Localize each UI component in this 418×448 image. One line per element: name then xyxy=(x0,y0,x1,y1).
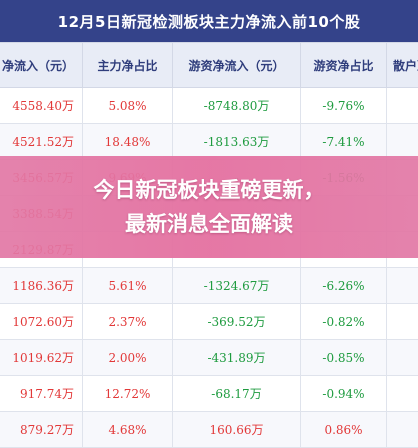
cell-retail xyxy=(387,88,418,124)
cell-hot-money-ratio: -6.26% xyxy=(301,268,387,304)
cell-hot-money-ratio: 0.86% xyxy=(301,412,387,448)
column-header-net-inflow: 净流入（元） xyxy=(0,43,83,88)
cell-retail xyxy=(387,376,418,412)
cell-retail xyxy=(387,340,418,376)
cell-main-ratio: 18.48% xyxy=(83,124,173,160)
cell-hot-money-inflow: -8748.80万 xyxy=(173,88,301,124)
cell-hot-money-inflow: -369.52万 xyxy=(173,304,301,340)
cell-hot-money-inflow: -431.89万 xyxy=(173,340,301,376)
cell-hot-money-ratio: -0.82% xyxy=(301,304,387,340)
headline-banner[interactable]: 今日新冠板块重磅更新， 最新消息全面解读 xyxy=(0,156,418,258)
cell-hot-money-ratio: -0.94% xyxy=(301,376,387,412)
column-header-retail: 散户净 xyxy=(387,43,418,88)
page-title: 12月5日新冠检测板块主力净流入前10个股 xyxy=(0,0,418,42)
cell-hot-money-ratio: -0.85% xyxy=(301,340,387,376)
cell-retail xyxy=(387,412,418,448)
cell-hot-money-ratio: -9.76% xyxy=(301,88,387,124)
cell-retail xyxy=(387,268,418,304)
cell-net-inflow: 4558.40万 xyxy=(0,88,83,124)
cell-main-ratio: 4.68% xyxy=(83,412,173,448)
cell-hot-money-inflow: 160.66万 xyxy=(173,412,301,448)
headline-line-2: 最新消息全面解读 xyxy=(125,207,293,241)
cell-main-ratio: 2.37% xyxy=(83,304,173,340)
cell-hot-money-inflow: -68.17万 xyxy=(173,376,301,412)
cell-main-ratio: 5.61% xyxy=(83,268,173,304)
cell-main-ratio: 5.08% xyxy=(83,88,173,124)
column-header-hot-money-ratio: 游资净占比 xyxy=(301,43,387,88)
column-header-main-ratio: 主力净占比 xyxy=(83,43,173,88)
cell-main-ratio: 12.72% xyxy=(83,376,173,412)
cell-hot-money-ratio: -7.41% xyxy=(301,124,387,160)
table-header-row: 净流入（元） 主力净占比 游资净流入（元） 游资净占比 散户净 xyxy=(0,43,418,88)
cell-retail xyxy=(387,124,418,160)
cell-hot-money-inflow: -1813.63万 xyxy=(173,124,301,160)
cell-retail xyxy=(387,304,418,340)
cell-net-inflow: 879.27万 xyxy=(0,412,83,448)
cell-net-inflow: 1019.62万 xyxy=(0,340,83,376)
cell-net-inflow: 1072.60万 xyxy=(0,304,83,340)
cell-net-inflow: 1186.36万 xyxy=(0,268,83,304)
cell-net-inflow: 917.74万 xyxy=(0,376,83,412)
cell-hot-money-inflow: -1324.67万 xyxy=(173,268,301,304)
cell-main-ratio: 2.00% xyxy=(83,340,173,376)
headline-line-1: 今日新冠板块重磅更新， xyxy=(94,173,325,207)
column-header-hot-money-inflow: 游资净流入（元） xyxy=(173,43,301,88)
cell-net-inflow: 4521.52万 xyxy=(0,124,83,160)
